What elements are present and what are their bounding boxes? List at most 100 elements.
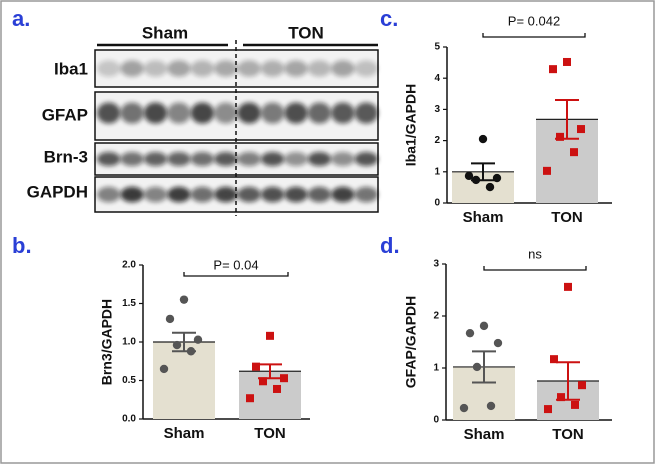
band [190, 102, 215, 124]
data-point [266, 331, 274, 340]
band [97, 102, 121, 124]
band [190, 60, 215, 77]
row-label: GAPDH [27, 182, 88, 201]
band [237, 102, 261, 124]
y-tick-label: 1.5 [122, 298, 136, 309]
y-tick-label: 4 [434, 73, 440, 84]
y-axis-label: GFAP/GAPDH [403, 296, 419, 389]
y-axis-label: Iba1/GAPDH [403, 84, 419, 166]
x-tick-label: TON [551, 209, 582, 226]
data-point [179, 295, 189, 304]
data-point [485, 182, 495, 192]
band [97, 186, 121, 203]
data-point [578, 381, 586, 390]
data-point [570, 148, 578, 157]
data-point [563, 57, 571, 66]
band [143, 102, 168, 124]
data-point [479, 321, 489, 331]
x-tick-label: Sham [464, 426, 505, 443]
data-point [478, 134, 488, 144]
data-point [259, 377, 267, 386]
data-point [549, 65, 557, 74]
data-point [165, 314, 175, 324]
data-point [280, 374, 288, 383]
data-point [564, 282, 572, 291]
data-point [550, 355, 558, 364]
band [214, 60, 238, 77]
x-tick-label: TON [552, 426, 583, 443]
y-tick-label: 0.5 [122, 375, 136, 386]
y-tick-label: 2 [433, 311, 439, 322]
panel-label: d. [380, 233, 400, 258]
band [97, 60, 121, 77]
band [354, 186, 378, 203]
band [143, 151, 168, 167]
x-tick-label: Sham [463, 209, 504, 226]
significance-bracket [482, 33, 586, 38]
band [143, 60, 168, 77]
data-point [493, 338, 503, 348]
band [331, 102, 355, 124]
band [97, 151, 121, 167]
significance-bracket [483, 266, 587, 271]
y-axis-label: Brn3/GAPDH [99, 299, 115, 385]
bar [153, 342, 215, 419]
band [354, 102, 378, 124]
y-tick-label: 0.0 [122, 414, 136, 425]
band [284, 151, 308, 167]
band [354, 151, 378, 167]
data-point [459, 403, 469, 413]
data-point [159, 364, 169, 374]
significance-bracket [183, 272, 289, 277]
band [260, 60, 285, 77]
band [120, 186, 144, 203]
band [214, 186, 238, 203]
band [284, 60, 308, 77]
data-point [472, 362, 482, 372]
data-point [186, 347, 196, 356]
data-point [557, 393, 565, 402]
data-point [486, 401, 496, 411]
x-tick-label: TON [254, 425, 285, 442]
band [284, 102, 308, 124]
band [260, 186, 285, 203]
annotation: P= 0.04 [213, 257, 258, 272]
data-point [571, 400, 579, 409]
band [190, 186, 215, 203]
band [237, 186, 261, 203]
data-point [471, 175, 481, 185]
y-tick-label: 1 [434, 166, 440, 177]
band [331, 186, 355, 203]
y-tick-label: 3 [433, 259, 439, 270]
group-label: TON [288, 23, 324, 42]
band [331, 60, 355, 77]
panel-label: b. [12, 233, 32, 258]
band [143, 186, 168, 203]
data-point [172, 340, 182, 350]
annotation: ns [528, 246, 542, 261]
band [214, 151, 238, 167]
band [214, 102, 238, 124]
error-bar [472, 350, 496, 384]
y-tick-label: 5 [434, 42, 440, 53]
data-point [544, 405, 552, 414]
band [307, 186, 332, 203]
band [307, 151, 332, 167]
row-label: Brn-3 [44, 147, 88, 166]
data-point [465, 328, 475, 338]
data-point [464, 171, 474, 181]
band [284, 186, 308, 203]
y-tick-label: 2 [434, 135, 440, 146]
data-point [492, 173, 502, 183]
data-point [252, 362, 260, 371]
data-point [543, 166, 551, 175]
band [190, 151, 215, 167]
data-point [246, 394, 254, 403]
band [167, 186, 191, 203]
group-label: Sham [142, 23, 188, 42]
band [167, 60, 191, 77]
y-tick-label: 1 [433, 363, 439, 374]
row-label: Iba1 [54, 59, 88, 78]
band [260, 102, 285, 124]
